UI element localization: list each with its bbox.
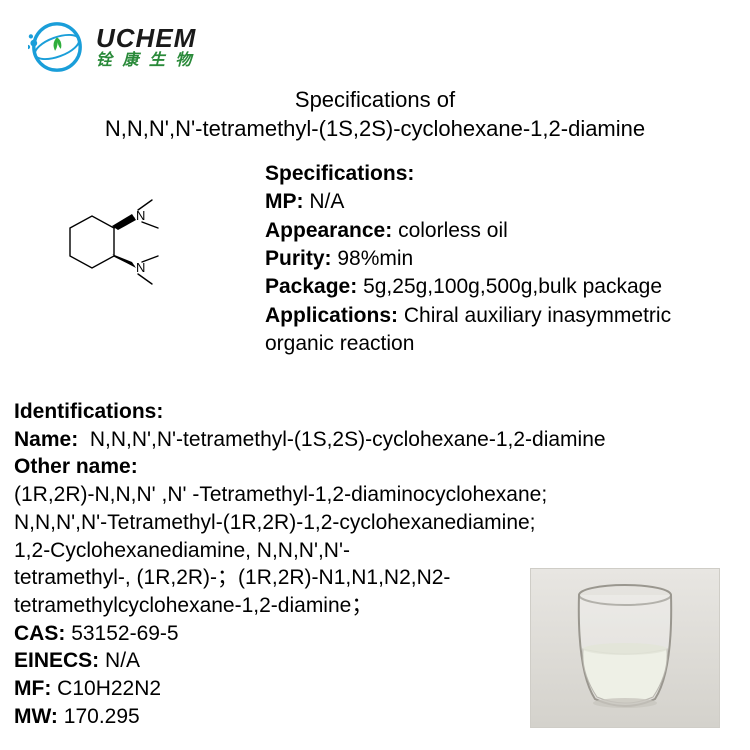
einecs-value: N/A bbox=[105, 649, 140, 672]
ident-heading: Identifications: bbox=[14, 400, 163, 423]
other-name-1: (1R,2R)-N,N,N' ,N' -Tetramethyl-1,2-diam… bbox=[14, 481, 742, 509]
einecs-label: EINECS: bbox=[14, 649, 99, 672]
logo-text: UCHEM 铨 康 生 物 bbox=[96, 25, 196, 69]
specifications-block: Specifications: MP: N/A Appearance: colo… bbox=[265, 160, 742, 358]
package-label: Package: bbox=[265, 275, 357, 298]
name-value: N,N,N',N'-tetramethyl-(1S,2S)-cyclohexan… bbox=[90, 428, 606, 451]
mp-value: N/A bbox=[309, 190, 344, 213]
page-title: Specifications of N,N,N',N'-tetramethyl-… bbox=[0, 86, 750, 143]
cas-value: 53152-69-5 bbox=[71, 622, 178, 645]
logo: UCHEM 铨 康 生 物 bbox=[28, 18, 196, 76]
title-line1: Specifications of bbox=[0, 86, 750, 115]
appearance-label: Appearance: bbox=[265, 219, 392, 242]
product-photo bbox=[530, 568, 720, 728]
applications-label: Applications: bbox=[265, 304, 398, 327]
spec-heading: Specifications: bbox=[265, 162, 414, 185]
logo-brand: UCHEM bbox=[96, 25, 196, 51]
appearance-value: colorless oil bbox=[398, 219, 508, 242]
svg-text:N: N bbox=[136, 208, 145, 223]
other-name-3: 1,2-Cyclohexanediamine, N,N,N',N'- bbox=[14, 537, 742, 565]
molecular-structure-diagram: N N bbox=[42, 180, 172, 320]
mf-label: MF: bbox=[14, 677, 51, 700]
beaker-icon bbox=[565, 581, 685, 711]
purity-value: 98%min bbox=[337, 247, 413, 270]
purity-label: Purity: bbox=[265, 247, 332, 270]
title-line2: N,N,N',N'-tetramethyl-(1S,2S)-cyclohexan… bbox=[0, 115, 750, 144]
mw-label: MW: bbox=[14, 705, 58, 728]
mw-value: 170.295 bbox=[64, 705, 140, 728]
logo-chinese: 铨 康 生 物 bbox=[96, 53, 196, 69]
mf-value: C10H22N2 bbox=[57, 677, 161, 700]
logo-icon bbox=[28, 18, 86, 76]
name-label: Name: bbox=[14, 428, 78, 451]
svg-text:N: N bbox=[136, 260, 145, 275]
other-name-2: N,N,N',N'-Tetramethyl-(1R,2R)-1,2-cycloh… bbox=[14, 509, 742, 537]
other-name-label: Other name: bbox=[14, 455, 138, 478]
mp-label: MP: bbox=[265, 190, 304, 213]
package-value: 5g,25g,100g,500g,bulk package bbox=[363, 275, 662, 298]
cas-label: CAS: bbox=[14, 622, 65, 645]
